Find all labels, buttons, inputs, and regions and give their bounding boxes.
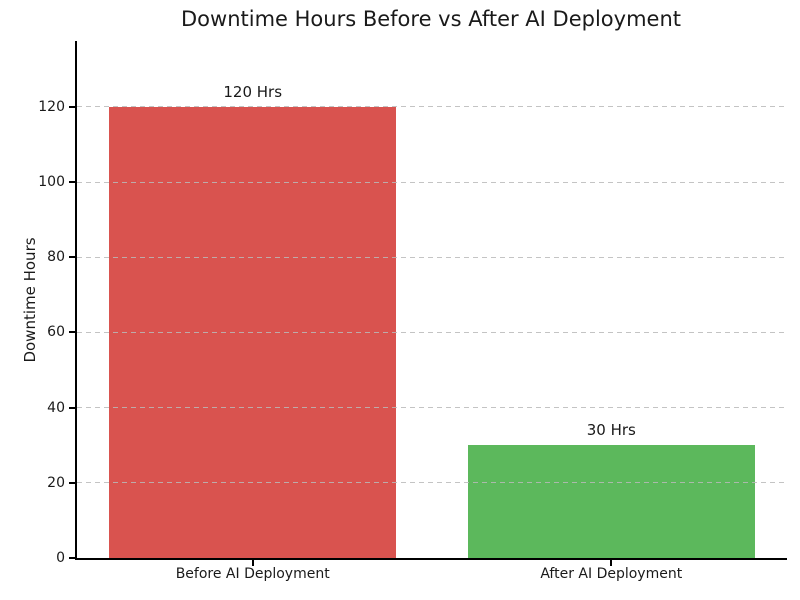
y-tick-mark xyxy=(69,105,75,108)
gridline xyxy=(77,331,787,333)
plot-area: 120 Hrs Before AI Deployment 30 Hrs After A… xyxy=(38,41,787,582)
y-tick-label: 0 xyxy=(56,550,65,566)
y-tick-mark xyxy=(69,256,75,259)
gridline xyxy=(77,482,787,484)
x-tick-mark xyxy=(610,560,613,566)
y-tick-mark xyxy=(69,481,75,484)
y-tick-label: 120 xyxy=(38,98,65,115)
gridline xyxy=(77,181,787,183)
bar-value-label: 30 Hrs xyxy=(586,421,636,440)
y-tick-label: 40 xyxy=(47,399,65,416)
chart-title: Downtime Hours Before vs After AI Deploy… xyxy=(181,7,681,31)
y-tick-label: 100 xyxy=(38,174,65,190)
x-tick-label: Before AI Deployment xyxy=(175,566,330,582)
bar-value-label: 120 Hrs xyxy=(223,82,283,101)
y-tick-label: 80 xyxy=(47,249,65,266)
x-tick-label: After AI Deployment xyxy=(540,566,683,582)
y-tick-label: 20 xyxy=(47,474,65,491)
gridline xyxy=(77,407,787,409)
y-tick-label: 60 xyxy=(47,324,65,341)
bar xyxy=(467,445,755,558)
x-tick-mark xyxy=(251,560,254,566)
gridline xyxy=(77,256,787,258)
y-tick-mark xyxy=(69,181,75,183)
y-tick-mark xyxy=(69,331,75,334)
y-tick-mark xyxy=(69,406,75,409)
y-tick-mark xyxy=(69,557,75,559)
gridline xyxy=(77,106,787,108)
